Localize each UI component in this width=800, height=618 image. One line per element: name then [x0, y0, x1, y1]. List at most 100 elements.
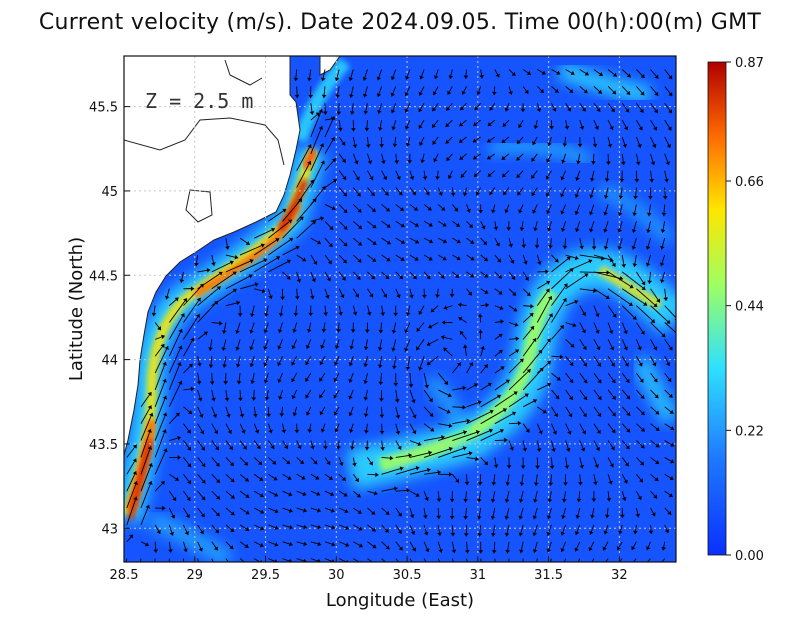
- current-arrow-head: [522, 447, 528, 452]
- current-arrow-head: [317, 524, 322, 530]
- current-arrow-head: [562, 143, 568, 147]
- current-arrow-head: [499, 305, 504, 311]
- current-arrow-head: [336, 329, 342, 333]
- current-arrow-head: [307, 77, 312, 82]
- current-arrow-head: [365, 144, 371, 148]
- current-arrow: [618, 558, 623, 562]
- current-arrow-head: [609, 346, 615, 351]
- current-arrow-head: [273, 476, 278, 481]
- current-arrow-head: [390, 76, 396, 80]
- current-arrow-head: [339, 461, 344, 466]
- current-arrow-head: [639, 108, 644, 113]
- current-arrow-head: [252, 413, 258, 418]
- current-arrow-head: [358, 543, 363, 548]
- current-arrow-head: [498, 290, 503, 295]
- current-arrow-head: [554, 88, 559, 93]
- current-arrow-head: [274, 542, 279, 547]
- current-arrow-head: [640, 394, 645, 399]
- current-arrow-head: [297, 445, 302, 449]
- current-arrow-head: [132, 444, 137, 449]
- current-arrow-head: [316, 240, 321, 245]
- current-arrow-head: [426, 341, 431, 346]
- current-arrow-head: [427, 206, 432, 211]
- current-arrow-head: [595, 329, 600, 334]
- current-arrow: [636, 288, 658, 308]
- current-arrow: [605, 558, 609, 562]
- current-arrow-head: [469, 362, 474, 367]
- current-arrow-head: [532, 549, 538, 553]
- current-arrow-head: [219, 320, 223, 326]
- current-arrow: [451, 558, 454, 562]
- current-arrow-head: [397, 445, 402, 450]
- current-arrow-head: [344, 525, 349, 530]
- current-arrow-head: [331, 559, 335, 562]
- current-arrow: [168, 297, 188, 323]
- current-arrow-head: [208, 347, 213, 351]
- current-arrow-head: [341, 141, 346, 146]
- current-arrow-head: [293, 77, 299, 82]
- current-arrow-head: [668, 92, 673, 97]
- current-arrow-head: [563, 482, 568, 486]
- current-arrow-head: [390, 92, 396, 97]
- current-arrow-head: [398, 546, 403, 551]
- current-arrow-head: [323, 312, 329, 316]
- current-arrow-head: [511, 71, 516, 76]
- current-arrow: [140, 428, 152, 458]
- current-arrow-head: [321, 328, 327, 333]
- current-arrow-head: [449, 294, 455, 298]
- current-arrow-head: [245, 240, 250, 245]
- current-arrow-head: [519, 358, 524, 363]
- current-arrow: [536, 338, 551, 357]
- current-arrow: [125, 558, 128, 562]
- current-arrow-head: [531, 191, 536, 196]
- current-arrow-head: [589, 530, 594, 535]
- colorbar-ticks: 0.87 0.66 0.44 0.22 0.00: [726, 56, 764, 564]
- current-arrow-head: [394, 160, 400, 164]
- current-arrow-head: [256, 445, 261, 450]
- current-arrow: [661, 558, 666, 562]
- current-arrow-head: [514, 349, 519, 354]
- current-arrow-head: [617, 212, 623, 216]
- current-arrow-head: [670, 459, 674, 464]
- current-arrow-head: [500, 319, 504, 325]
- current-arrow: [253, 558, 262, 562]
- current-arrow-head: [547, 142, 552, 147]
- current-arrow-head: [153, 549, 159, 553]
- current-arrow-head: [213, 429, 219, 434]
- current-arrow-head: [608, 329, 614, 334]
- current-arrow-head: [448, 75, 454, 79]
- current-arrow-head: [574, 547, 579, 552]
- current-arrow-head: [364, 127, 370, 132]
- current-arrow-head: [509, 446, 514, 451]
- current-arrow-head: [404, 347, 409, 352]
- current-arrow-head: [637, 143, 642, 148]
- current-arrow-head: [421, 294, 427, 299]
- current-arrow-head: [264, 313, 269, 317]
- current-arrow-head: [349, 429, 354, 433]
- current-arrow-head: [249, 346, 254, 351]
- current-arrow-head: [634, 178, 640, 183]
- current-arrow-head: [239, 413, 245, 418]
- current-arrow-head: [541, 70, 546, 75]
- current-arrow-head: [196, 380, 202, 385]
- current-arrow-head: [483, 364, 488, 369]
- current-arrow-head: [258, 460, 263, 465]
- current-arrow-head: [560, 531, 566, 536]
- current-arrow-head: [211, 397, 216, 402]
- current-arrow-head: [623, 330, 628, 334]
- current-arrow-head: [391, 126, 396, 131]
- current-arrow: [140, 481, 152, 509]
- current-arrow-head: [469, 273, 474, 278]
- current-arrow-head: [386, 240, 391, 245]
- current-arrow-head: [489, 190, 494, 195]
- current-arrow-head: [569, 378, 574, 383]
- current-arrow-head: [490, 498, 496, 503]
- current-arrow-head: [504, 209, 509, 214]
- current-arrow: [140, 463, 153, 492]
- current-arrow-head: [430, 308, 435, 313]
- current-arrow-head: [574, 299, 579, 305]
- current-arrow-head: [363, 346, 369, 350]
- current-arrow-head: [295, 245, 300, 250]
- current-arrow-head: [337, 127, 343, 132]
